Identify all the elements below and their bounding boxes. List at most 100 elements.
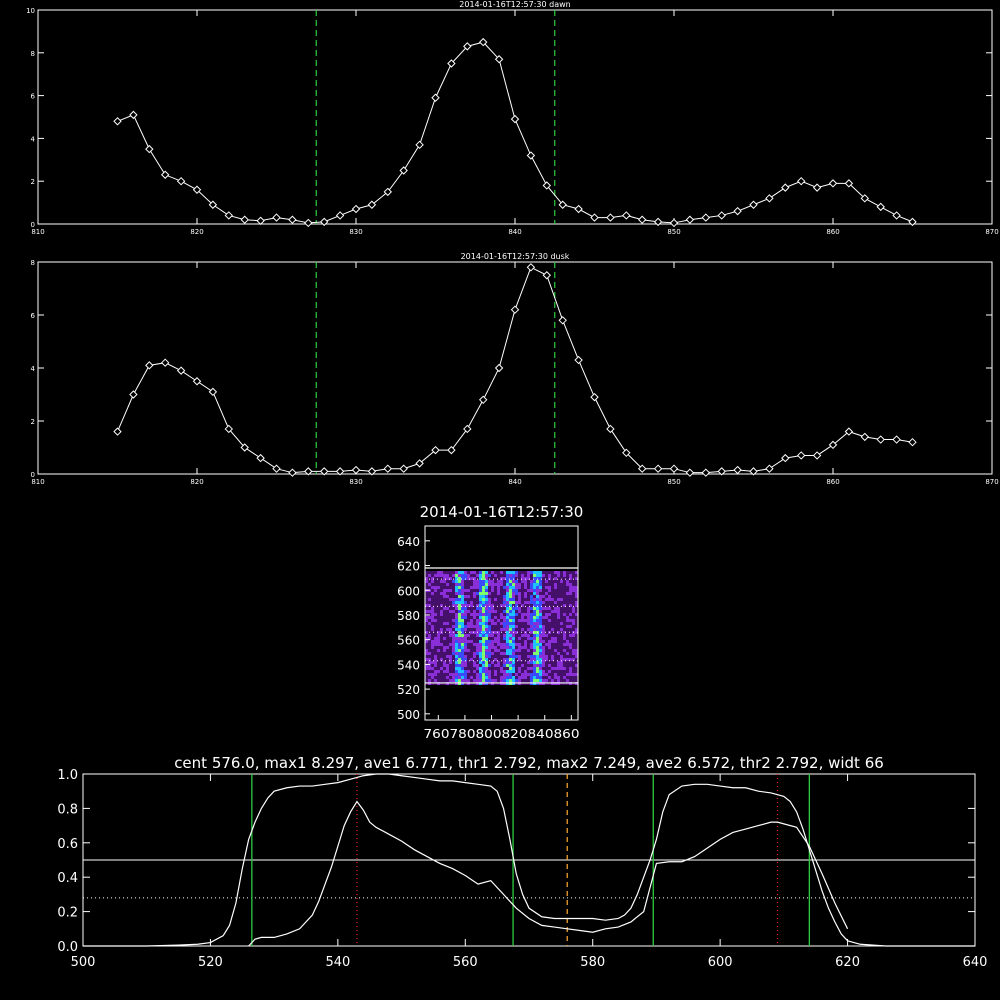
heatmap-cell: [575, 661, 578, 664]
data-point-marker: [574, 355, 583, 365]
heatmap-cell: [560, 664, 563, 667]
heatmap-cell: [500, 583, 503, 586]
heatmap-cell: [548, 607, 551, 610]
heatmap-cell: [443, 670, 446, 673]
heatmap-cell: [470, 658, 473, 661]
data-point-marker: [224, 211, 234, 220]
heatmap-cell: [479, 637, 482, 640]
heatmap-cell: [572, 622, 575, 625]
heatmap-cell: [515, 592, 518, 595]
heatmap-cell: [527, 625, 530, 628]
heatmap-cell: [440, 586, 443, 589]
heatmap-cell: [572, 589, 575, 592]
heatmap-cell: [551, 667, 554, 670]
heatmap-cell: [545, 577, 548, 580]
heatmap-cell: [533, 670, 536, 673]
heatmap-cell: [566, 604, 569, 607]
heatmap-cell: [437, 661, 440, 664]
heatmap-cell: [446, 613, 449, 616]
heatmap-cell: [476, 589, 479, 592]
data-point-marker: [717, 211, 726, 220]
heatmap-cell: [494, 643, 497, 646]
heatmap-cell: [479, 619, 482, 622]
heatmap-cell: [515, 652, 518, 655]
heatmap-cell: [503, 634, 506, 637]
heatmap-cell: [428, 664, 431, 667]
heatmap-cell: [542, 601, 545, 604]
heatmap-cell: [554, 676, 557, 679]
y-tick-label: 10: [26, 7, 35, 15]
heatmap-cell: [545, 628, 548, 631]
heatmap-cell: [545, 631, 548, 634]
heatmap-cell: [476, 670, 479, 673]
heatmap-cell: [566, 637, 569, 640]
heatmap-cell: [521, 661, 524, 664]
heatmap-cell: [554, 589, 557, 592]
heatmap-cell: [557, 607, 560, 610]
heatmap-cell: [509, 586, 512, 589]
heatmap-cell: [470, 619, 473, 622]
heatmap-cell: [557, 619, 560, 622]
heatmap-cell: [431, 604, 434, 607]
heatmap-cell: [431, 667, 434, 670]
heatmap-cell: [494, 595, 497, 598]
heatmap-cell: [455, 571, 458, 574]
heatmap-cell: [509, 652, 512, 655]
data-point-marker: [542, 271, 552, 280]
heatmap-cell: [464, 619, 467, 622]
y-tick-label: 8: [31, 50, 35, 58]
heatmap-cell: [512, 598, 515, 601]
heatmap-cell: [554, 628, 557, 631]
heatmap-cell: [563, 613, 566, 616]
heatmap-cell: [548, 616, 551, 619]
heatmap-cell: [425, 658, 428, 661]
heatmap-cell: [446, 628, 449, 631]
heatmap-cell: [434, 655, 437, 658]
heatmap-cell: [479, 601, 482, 604]
heatmap-cell: [461, 634, 464, 637]
heatmap-cell: [455, 589, 458, 592]
heatmap-cell: [440, 598, 443, 601]
heatmap-cell: [449, 679, 452, 682]
heatmap-cell: [551, 592, 554, 595]
heatmap-cell: [455, 649, 458, 652]
heatmap-cell: [488, 625, 491, 628]
heatmap-cell: [506, 622, 509, 625]
heatmap-cell: [539, 679, 542, 682]
heatmap-cell: [563, 631, 566, 634]
heatmap-cell: [497, 628, 500, 631]
heatmap-cell: [494, 646, 497, 649]
heatmap-cell: [572, 628, 575, 631]
heatmap-cell: [542, 613, 545, 616]
heatmap-cell: [470, 667, 473, 670]
heatmap-cell: [509, 646, 512, 649]
heatmap-cell: [503, 670, 506, 673]
heatmap-cell: [497, 571, 500, 574]
heatmap-cell: [566, 661, 569, 664]
heatmap-cell: [437, 607, 440, 610]
heatmap-cell: [431, 673, 434, 676]
heatmap-cell: [518, 577, 521, 580]
heatmap-cell: [467, 667, 470, 670]
heatmap-cell: [515, 589, 518, 592]
heatmap-cell: [443, 571, 446, 574]
heatmap-cell: [551, 643, 554, 646]
heatmap-cell: [560, 619, 563, 622]
heatmap-cell: [539, 637, 542, 640]
heatmap-cell: [500, 598, 503, 601]
heatmap-cell: [488, 628, 491, 631]
heatmap-cell: [485, 580, 488, 583]
heatmap-cell: [467, 658, 470, 661]
heatmap-cell: [497, 607, 500, 610]
heatmap-cell: [446, 589, 449, 592]
heatmap-cell: [434, 667, 437, 670]
heatmap-cell: [542, 574, 545, 577]
heatmap-cell: [497, 604, 500, 607]
heatmap-cell: [467, 652, 470, 655]
heatmap-cell: [467, 598, 470, 601]
heatmap-cell: [437, 598, 440, 601]
heatmap-cell: [518, 664, 521, 667]
heatmap-cell: [527, 637, 530, 640]
data-point-marker: [383, 464, 393, 473]
heatmap-cell: [521, 571, 524, 574]
